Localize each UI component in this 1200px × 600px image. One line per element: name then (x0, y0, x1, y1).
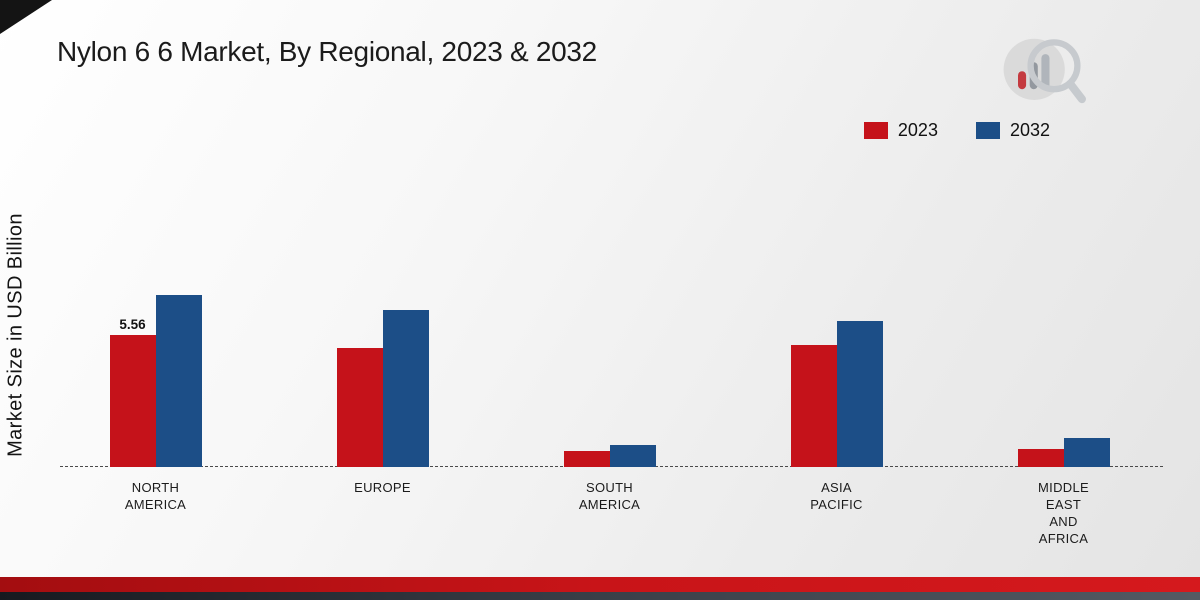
bar-2023-middle-east-and-africa (1017, 449, 1064, 467)
legend-swatch-2032 (975, 122, 1000, 139)
footer-red-stripe (0, 577, 1200, 592)
category-group-2: SOUTH AMERICA (496, 267, 723, 512)
category-label-1: EUROPE (354, 480, 411, 495)
logo-bar-gray-2 (1041, 54, 1050, 90)
chart-title: Nylon 6 6 Market, By Regional, 2023 & 20… (57, 36, 597, 67)
legend-item-2032: 2032 (975, 120, 1050, 141)
category-group-1: EUROPE (269, 267, 496, 495)
bar-2032-middle-east-and-africa (1063, 438, 1110, 467)
category-label-0: NORTH AMERICA (124, 480, 187, 512)
legend-label-2023: 2023 (897, 120, 938, 140)
plot-area: 5.56 NORTH AMERICA EUROPE SOUTH AMERICA ASIA PA… (42, 267, 1177, 546)
bar-2032-north-america (155, 295, 202, 467)
logo-magnifier-ring (1027, 39, 1081, 93)
legend-item-2023: 2023 (863, 120, 938, 141)
bar-2023-europe (336, 348, 383, 467)
y-axis-label: Market Size in USD Billion (4, 213, 27, 457)
bar-2032-south-america (609, 444, 656, 467)
legend-swatch-2023 (863, 122, 888, 139)
legend: 2023 2032 (863, 120, 1050, 141)
brand-logo (1000, 28, 1090, 118)
category-group-0: 5.56 NORTH AMERICA (42, 267, 269, 512)
category-label-2: SOUTH AMERICA (578, 480, 641, 512)
footer-dark-stripe (0, 592, 1200, 600)
bar-2032-asia-pacific (836, 321, 883, 467)
legend-label-2032: 2032 (1009, 120, 1050, 140)
logo-bar-red (1018, 71, 1027, 90)
bar-2023-north-america: 5.56 (109, 317, 156, 467)
category-label-4: MIDDLE EAST AND AFRICA (1038, 480, 1089, 546)
logo-magnifier-handle (1066, 79, 1086, 104)
bar-2032-europe (382, 310, 429, 467)
category-group-3: ASIA PACIFIC (723, 267, 950, 512)
bar-2023-south-america (563, 451, 610, 467)
bar-2023-asia-pacific (790, 344, 837, 467)
category-group-4: MIDDLE EAST AND AFRICA (950, 267, 1177, 546)
category-label-3: ASIA PACIFIC (810, 480, 863, 512)
corner-accent (0, 0, 52, 34)
bar-value-label: 5.56 (119, 317, 146, 333)
